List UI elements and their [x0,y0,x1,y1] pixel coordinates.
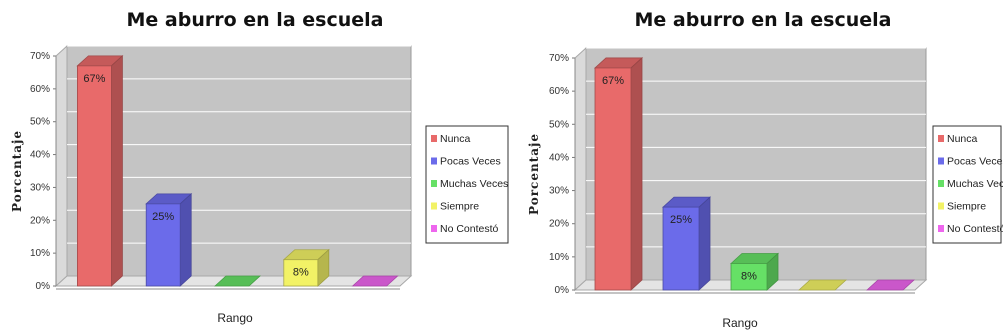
bar-siempre [282,248,330,287]
legend-item: No Contestó [947,223,1003,235]
chart-left: Me aburro en la escuela 0% 10% 20% 30% 40% 50%… [10,9,509,325]
legend-swatch [431,157,437,165]
y-axis-label: Porcentaje [527,133,541,215]
x-axis-label: Rango [217,311,253,325]
bar-muchas-veces [213,275,262,287]
legend-swatch [431,202,437,210]
bar-side [630,57,643,291]
legend-box [425,125,509,244]
legend-swatch [938,180,944,187]
y-tick-label: 60% [30,84,50,95]
legend-swatch [431,180,437,187]
data-label: 67% [602,75,624,87]
data-label: 25% [670,214,692,226]
x-axis-label: Rango [722,316,758,330]
legend: Nunca Pocas Veces Muchas Veces Siempre No Co… [425,125,509,244]
legend-item: Siempre [440,201,479,213]
bar-side [698,196,711,291]
y-tick-label: 50% [30,117,50,128]
legend-item: No Contestó [440,223,499,235]
bar-nunca [593,57,644,291]
bar-front [77,65,112,287]
bar-no-contest- [351,275,399,287]
bar-side [111,54,123,287]
bar-no-contest- [865,279,916,291]
legend-swatch [431,225,437,232]
data-label: 67% [83,73,105,85]
y-tick-label: 20% [30,215,50,226]
data-label: 8% [741,270,757,282]
bar-front [145,203,181,287]
legend-item: Siempre [947,201,986,213]
bar-muchas-veces [729,252,780,291]
y-tick-label: 40% [549,152,569,163]
bar-top [797,279,848,291]
legend-item: Nunca [947,133,978,145]
legend-item: Pocas Veces [947,156,1003,168]
y-tick-label: 40% [30,150,50,161]
bar-top [865,279,916,291]
legend-item: Muchas Veces [947,178,1003,190]
bar-pocas-veces [661,196,712,291]
bar-front [283,259,319,287]
y-tick-label: 60% [549,86,569,97]
legend-box [932,125,1002,244]
y-tick-label: 20% [549,219,569,230]
data-label: 8% [293,267,309,279]
plot-side-wall [55,44,68,288]
bar-nunca [76,54,124,287]
bar-side [179,192,192,287]
legend-swatch [938,225,944,232]
legend-swatch [938,135,944,142]
legend-swatch [938,202,944,210]
bar-siempre [797,279,848,291]
bar-top [213,275,262,287]
bar-front [730,263,768,291]
data-label: 25% [152,211,174,223]
legend-item: Pocas Veces [440,156,501,168]
y-tick-label: 10% [549,252,569,263]
y-tick-label: 70% [549,53,569,64]
y-tick-label: 50% [549,119,569,130]
legend-item: Muchas Veces [440,178,508,190]
legend-item: Nunca [440,133,471,145]
bar-front [662,206,700,291]
y-tick-label: 0% [555,285,570,296]
bar-pocas-veces [145,192,193,287]
legend-swatch [938,157,944,165]
legend-swatch [431,135,437,142]
y-tick-label: 70% [30,51,50,62]
y-tick-label: 30% [549,186,569,197]
y-tick-label: 0% [36,281,51,292]
bar-top [351,275,399,287]
chart-title: Me aburro en la escuela [635,9,892,31]
plot-side-wall [574,46,587,292]
legend: Nunca Pocas Veces Muchas Veces Siempre No Co… [932,125,1003,244]
y-tick-label: 10% [30,248,50,259]
bar-front [594,67,632,291]
y-tick-label: 30% [30,182,50,193]
chart-title: Me aburro en la escuela [127,9,384,31]
chart-right: Me aburro en la escuela 0% 10% 20% 30% 40% 50%… [515,0,1003,336]
bar-chart-left: Me aburro en la escuela 0% 10% 20% 30% 40% 50%… [10,9,509,325]
bar-chart-right: Me aburro en la escuela 0% 10% 20% 30% 40% 50%… [527,9,1003,330]
y-axis-label: Porcentaje [10,130,24,212]
